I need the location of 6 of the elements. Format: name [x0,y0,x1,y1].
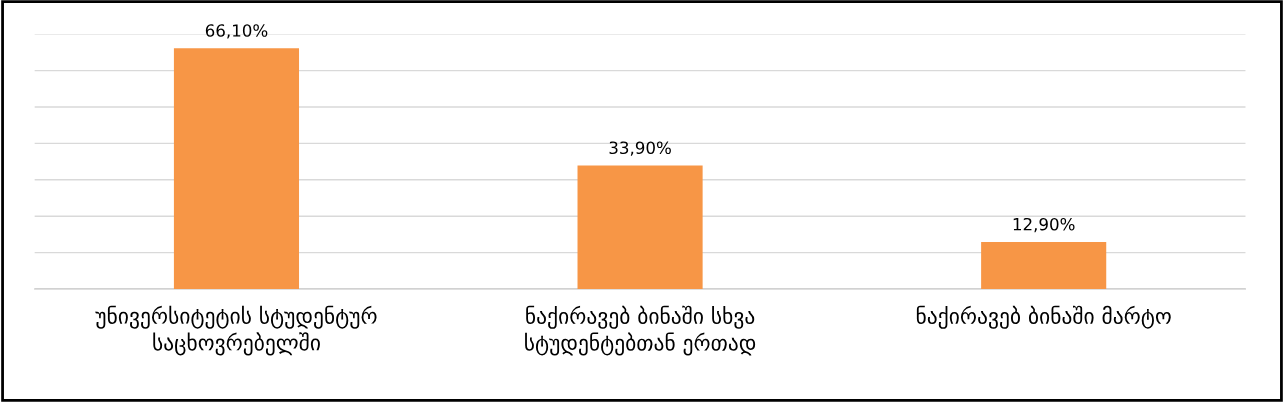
data-label: 66,10% [205,24,268,39]
x-tick-label: ნაქირავებ ბინაში სხვა სტუდენტებთან ერთად [525,305,756,356]
data-label: 33,90% [609,141,671,156]
data-label: 12,90% [1013,217,1075,233]
x-tick-label: უნივერსიტეტის სტუდენტურ საცხოვრებელში [95,305,377,356]
x-tick-label: ნაქირავებ ბინაში მარტო [916,305,1171,329]
